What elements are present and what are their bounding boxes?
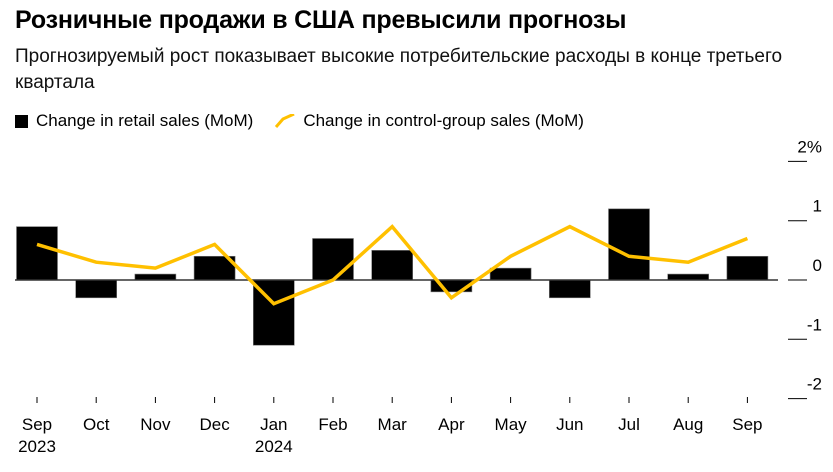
x-tick-label: Dec	[199, 415, 230, 434]
bar	[16, 226, 58, 281]
x-tick-label: Feb	[318, 415, 347, 434]
x-tick-label: Jan	[260, 415, 287, 434]
bar	[75, 279, 117, 299]
x-tick-label: Aug	[673, 415, 703, 434]
x-tick-label: Nov	[140, 415, 171, 434]
legend: Change in retail sales (MoM) Change in c…	[15, 111, 584, 131]
x-tick-label: Sep	[732, 415, 762, 434]
legend-bar-swatch	[15, 114, 28, 128]
x-tick-label: Jul	[618, 415, 640, 434]
x-tick-label: 2023	[18, 437, 56, 456]
y-tick-label: 0	[813, 256, 822, 275]
legend-line-swatch	[275, 114, 295, 128]
x-tick-label: May	[495, 415, 528, 434]
x-tick-label: Mar	[378, 415, 408, 434]
bar	[608, 208, 650, 281]
legend-label-control: Change in control-group sales (MoM)	[303, 111, 584, 130]
x-tick-label: 2024	[255, 437, 293, 456]
x-tick-label: Sep	[22, 415, 52, 434]
y-tick-label: -2	[807, 375, 822, 394]
chart-title: Розничные продажи в США превысили прогно…	[15, 6, 627, 34]
bar	[312, 238, 354, 281]
bar	[371, 250, 414, 281]
y-tick-label: 2%	[797, 137, 822, 156]
bar	[548, 279, 591, 299]
x-tick-label: Oct	[83, 415, 110, 434]
y-tick-label: -1	[807, 315, 822, 334]
x-tick-label: Apr	[438, 415, 465, 434]
chart-subtitle: Прогнозируемый рост показывает высокие п…	[15, 46, 783, 93]
bar	[134, 273, 177, 281]
bar	[726, 255, 769, 281]
control-group-line	[36, 224, 749, 306]
legend-label-retail: Change in retail sales (MoM)	[36, 111, 254, 130]
bar	[667, 273, 710, 281]
y-tick-label: 1	[813, 197, 822, 216]
x-tick-label: Jun	[556, 415, 583, 434]
bar	[489, 267, 532, 281]
